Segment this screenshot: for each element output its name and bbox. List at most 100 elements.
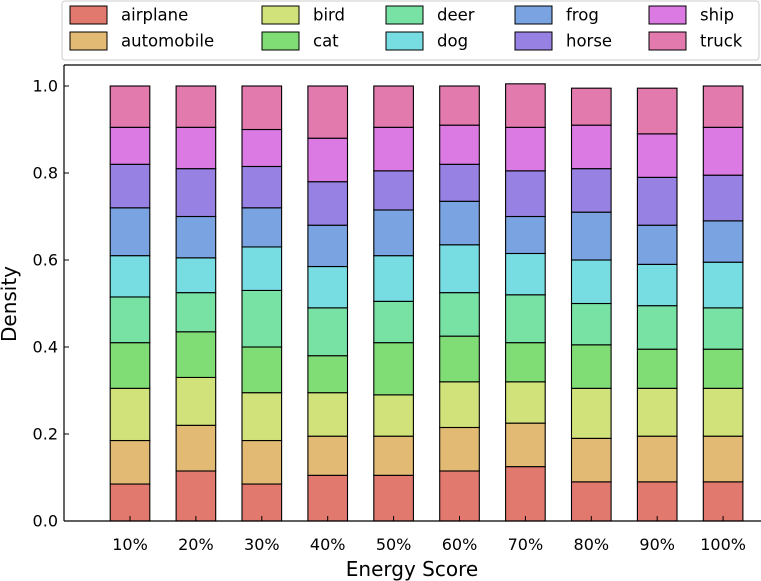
bar-segment-automobile-60% (439, 426, 480, 472)
bar-segment-cat-90% (636, 348, 678, 389)
bar-segment-frog-100% (702, 220, 744, 263)
x-tick-label: 100% (700, 535, 746, 554)
bar-segment-horse-40% (307, 181, 349, 226)
bar-segment-airplane-80% (570, 481, 612, 522)
bar-segment-truck-60% (439, 85, 480, 126)
bar-segment-dog-100% (702, 261, 744, 309)
legend-label-automobile: automobile (121, 32, 214, 51)
bar-segment-deer-100% (702, 307, 744, 350)
bar-segment-truck-80% (570, 87, 612, 126)
bar-segment-airplane-60% (439, 470, 480, 522)
bar-segment-bird-40% (307, 392, 349, 437)
bar-segment-deer-40% (307, 307, 349, 357)
legend-label-truck: truck (700, 32, 743, 51)
bar-segment-automobile-20% (175, 424, 217, 472)
bar-segment-automobile-70% (505, 422, 546, 468)
bar-segment-bird-90% (636, 387, 678, 437)
bar-segment-dog-70% (505, 252, 546, 296)
bar-segment-horse-80% (570, 168, 612, 213)
bar-segment-cat-70% (505, 342, 546, 383)
bar-segment-cat-50% (373, 342, 414, 396)
bar-segment-ship-80% (570, 124, 612, 170)
x-tick-label: 50% (376, 535, 412, 554)
bar-segment-frog-10% (109, 207, 151, 257)
bar-segment-airplane-20% (175, 470, 217, 522)
bar-segment-bird-100% (702, 387, 744, 437)
bar-segment-cat-80% (570, 344, 612, 389)
bar-segment-deer-60% (439, 292, 480, 337)
legend-label-frog: frog (566, 6, 599, 25)
legend: airplane automobile bird cat deer dog frog hors… (61, 0, 760, 61)
bar-segment-ship-70% (505, 126, 546, 172)
bar-segment-truck-40% (307, 85, 349, 139)
bar-segment-dog-80% (570, 259, 612, 305)
legend-box (61, 0, 760, 61)
bar-segment-airplane-50% (373, 474, 414, 522)
bar-segment-deer-80% (570, 302, 612, 346)
legend-swatch-frog (514, 5, 553, 25)
bar-segment-horse-60% (439, 163, 480, 202)
axes-layer: 0.0 0.2 0.4 0.6 0.8 1.0 10% 20% 30% 40% 50% 60% 70% 8… (33, 64, 761, 554)
bar-segment-frog-20% (175, 215, 217, 259)
bar-segment-frog-40% (307, 224, 349, 268)
bar-segment-frog-30% (241, 207, 283, 248)
bar-segment-truck-100% (702, 85, 744, 128)
y-tick-label: 1.0 (33, 77, 58, 96)
bar-segment-cat-40% (307, 355, 349, 394)
y-tick-label: 0.8 (33, 164, 58, 183)
bar-segment-deer-90% (636, 305, 678, 350)
bar-segment-automobile-30% (241, 439, 283, 485)
bar-segment-dog-10% (109, 255, 151, 298)
bar-segment-ship-50% (373, 126, 414, 172)
x-tick-label: 40% (310, 535, 346, 554)
bar-segment-deer-10% (109, 296, 151, 344)
y-tick-label: 0.6 (33, 251, 58, 270)
legend-label-dog: dog (437, 32, 468, 51)
legend-swatch-deer (385, 5, 424, 25)
bar-segment-horse-30% (241, 165, 283, 209)
legend-label-deer: deer (437, 6, 475, 25)
bar-segment-cat-10% (109, 342, 151, 389)
bar-segment-bird-30% (241, 392, 283, 442)
x-axis-label: Energy Score (346, 557, 478, 581)
legend-label-ship: ship (700, 6, 734, 25)
bar-segment-horse-100% (702, 174, 744, 222)
bar-segment-frog-70% (505, 215, 546, 255)
bar-segment-airplane-100% (702, 481, 744, 522)
bar-segment-frog-60% (439, 200, 480, 246)
y-tick-label: 0.2 (33, 425, 58, 444)
bar-segment-truck-10% (109, 85, 151, 128)
bar-segment-cat-60% (439, 335, 480, 383)
legend-swatch-bird (261, 5, 300, 25)
bar-segment-deer-70% (505, 294, 546, 344)
legend-label-cat: cat (313, 32, 339, 51)
bar-segment-horse-50% (373, 170, 414, 211)
bar-segment-truck-50% (373, 85, 414, 128)
x-tick-label: 20% (178, 535, 214, 554)
y-tick-label: 0.4 (33, 338, 58, 357)
bar-segment-truck-90% (636, 87, 678, 135)
legend-swatch-cat (261, 31, 300, 51)
bar-segment-frog-50% (373, 209, 414, 257)
bar-segment-ship-10% (109, 126, 151, 165)
x-tick-label: 70% (508, 535, 544, 554)
bar-segment-frog-90% (636, 224, 678, 265)
bar-segment-airplane-10% (109, 483, 151, 522)
bar-segment-cat-30% (241, 346, 283, 394)
legend-swatch-dog (385, 31, 424, 51)
bar-segment-cat-20% (175, 331, 217, 378)
bar-segment-dog-60% (439, 244, 480, 294)
bar-segment-ship-60% (439, 124, 480, 165)
y-axis-label: Density (0, 266, 21, 342)
x-tick-label: 60% (442, 535, 478, 554)
bar-segment-truck-30% (241, 85, 283, 131)
bar-segment-ship-20% (175, 126, 217, 170)
bar-segment-deer-50% (373, 300, 414, 344)
bar-segment-dog-90% (636, 263, 678, 307)
bar-segment-bird-70% (505, 381, 546, 424)
bar-segment-bird-60% (439, 381, 480, 429)
bars-layer (109, 83, 744, 522)
bar-segment-ship-90% (636, 133, 678, 178)
legend-label-airplane: airplane (121, 6, 188, 25)
legend-swatch-automobile (69, 31, 108, 51)
